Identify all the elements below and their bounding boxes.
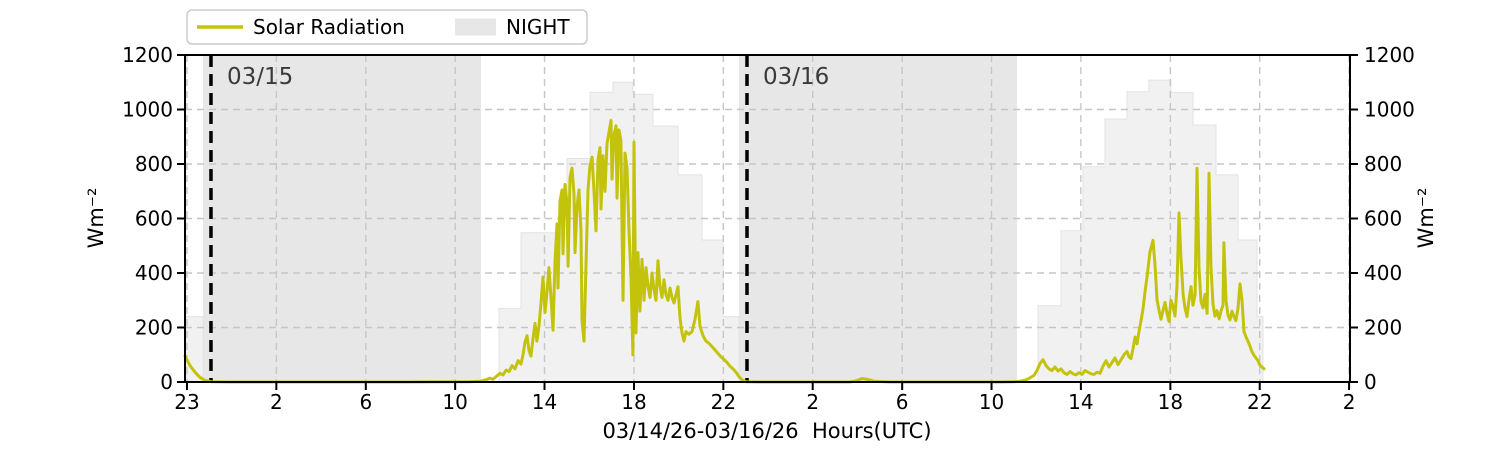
- solar-radiation-line: [183, 118, 1266, 384]
- y-tick-label-left: 400: [135, 261, 173, 285]
- x-tick-label: 6: [359, 390, 372, 414]
- y-tick-label-right: 600: [1364, 207, 1402, 231]
- y-tick-label-right: 200: [1364, 316, 1402, 340]
- y-tick-label-right: 400: [1364, 261, 1402, 285]
- y-tick-label-right: 1000: [1364, 98, 1415, 122]
- y-tick-label-left: 200: [135, 316, 173, 340]
- x-tick-label: 18: [1158, 390, 1183, 414]
- y-tick-label-left: 800: [135, 152, 173, 176]
- legend-label-night: NIGHT: [506, 15, 570, 39]
- y-tick-label-left: 1200: [122, 43, 173, 67]
- y-axis-label-left: Wm⁻²: [84, 188, 108, 249]
- date-label-0316: 03/16: [763, 64, 829, 90]
- x-tick-label: 14: [532, 390, 557, 414]
- legend: Solar Radiation NIGHT: [186, 9, 588, 45]
- x-tick-label: 2: [1343, 390, 1356, 414]
- y-tick-label-left: 600: [135, 207, 173, 231]
- x-tick-label: 14: [1068, 390, 1093, 414]
- y-axis-label-right: Wm⁻²: [1414, 188, 1438, 249]
- y-tick-label-right: 0: [1364, 370, 1377, 394]
- x-tick-label: 10: [442, 390, 467, 414]
- x-axis-label: 03/14/26-03/16/26 Hours(UTC): [602, 419, 931, 443]
- legend-label-solar-radiation: Solar Radiation: [253, 15, 405, 39]
- x-tick-label: 2: [806, 390, 819, 414]
- x-tick-label: 10: [979, 390, 1004, 414]
- x-tick-label: 18: [621, 390, 646, 414]
- y-tick-label-right: 800: [1364, 152, 1402, 176]
- date-label-0315: 03/15: [227, 64, 293, 90]
- y-tick-label-right: 1200: [1364, 43, 1415, 67]
- x-tick-label: 6: [896, 390, 909, 414]
- x-tick-label: 2: [270, 390, 283, 414]
- night-region: [738, 55, 1018, 382]
- clear-sky-envelope-area: [1037, 79, 1264, 383]
- x-tick-label: 22: [1247, 390, 1272, 414]
- y-tick-label-left: 1000: [122, 98, 173, 122]
- legend-night-patch: [455, 18, 496, 36]
- x-tick-label: 23: [174, 390, 199, 414]
- y-tick-label-left: 0: [160, 370, 173, 394]
- x-tick-label: 22: [711, 390, 736, 414]
